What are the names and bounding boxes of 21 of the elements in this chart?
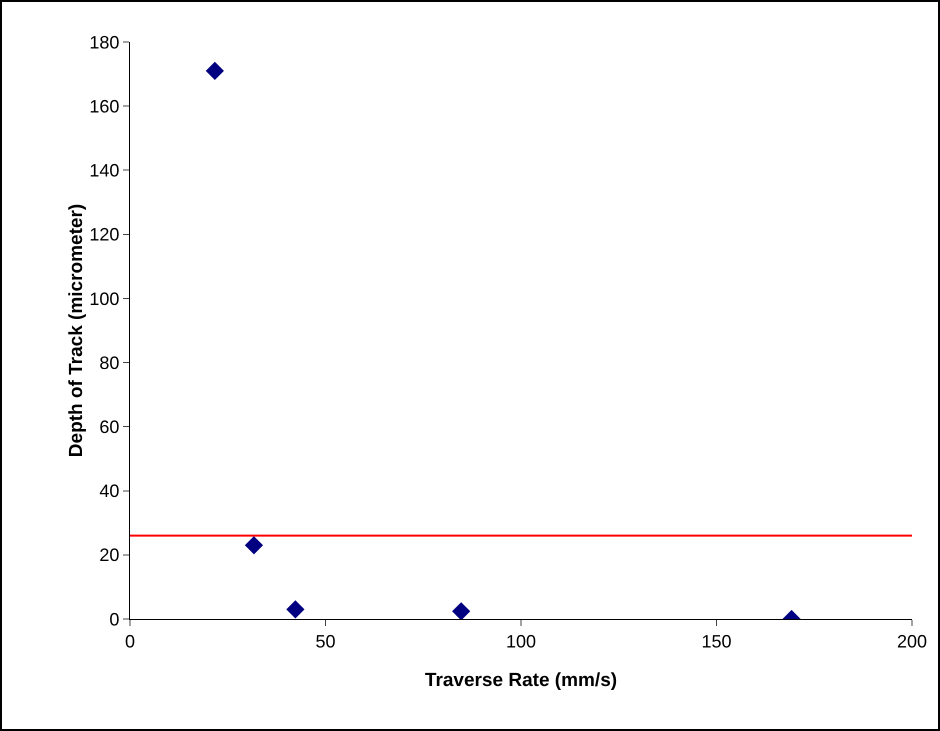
point — [286, 600, 304, 618]
x-axis-title: Traverse Rate (mm/s) — [424, 670, 618, 691]
y-tick-label: 60 — [99, 416, 120, 437]
x-tick-label: 100 — [506, 632, 536, 652]
x-tick-label: 150 — [701, 632, 732, 652]
y-tick-label: 160 — [89, 96, 120, 116]
x-tick-label: 200 — [896, 632, 928, 652]
point — [206, 62, 224, 80]
x-tick-label: 50 — [315, 632, 336, 652]
y-axis-title: Depth of Track (micrometer) — [66, 204, 87, 458]
point — [244, 536, 264, 554]
y-tick-label: 100 — [89, 288, 120, 309]
y-tick-label: 120 — [89, 224, 120, 245]
y-tick-label: 20 — [99, 545, 120, 566]
y-tick-label: 40 — [99, 481, 120, 502]
x-tick-label: 0 — [124, 632, 136, 652]
y-tick-label: 80 — [99, 352, 120, 373]
point — [452, 602, 470, 619]
y-tick-label: 0 — [109, 609, 120, 630]
y-tick-label: 140 — [89, 160, 120, 181]
y-tick-label: 180 — [89, 32, 120, 52]
